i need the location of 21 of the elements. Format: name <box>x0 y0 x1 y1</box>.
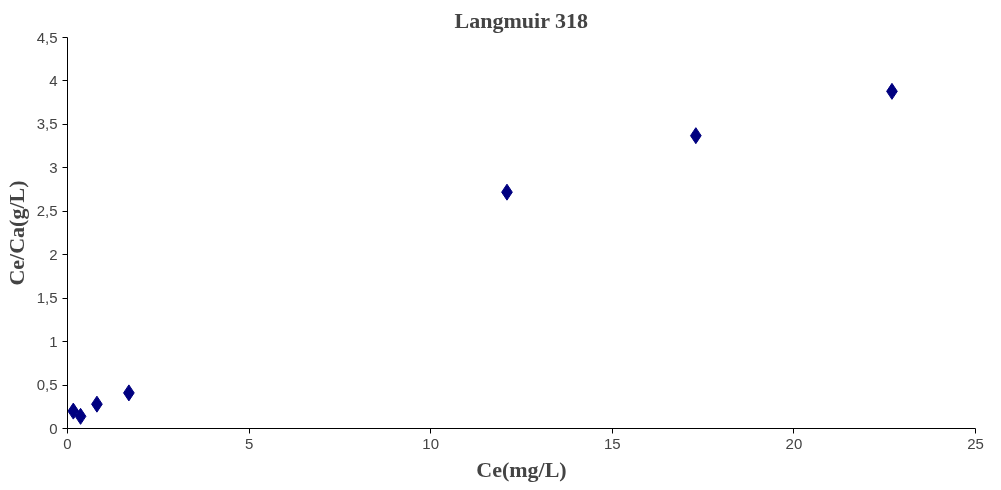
x-tick-label: 10 <box>422 434 440 452</box>
y-tick-label: 3 <box>49 158 58 176</box>
y-tick-label: 0,5 <box>36 376 58 394</box>
y-tick-label: 2 <box>49 245 58 263</box>
chart-title: Langmuir 318 <box>454 7 589 33</box>
y-axis-title: Ce/Ca(g/L) <box>3 180 29 286</box>
point <box>74 407 87 425</box>
y-tick-label: 0 <box>49 419 58 437</box>
x-tick-label: 25 <box>967 434 984 452</box>
y-tick-label: 3,5 <box>36 115 58 133</box>
x-tick-label: 20 <box>785 434 803 452</box>
point <box>67 402 80 420</box>
y-tick-label: 1,5 <box>36 289 58 307</box>
y-tick-label: 2,5 <box>36 202 58 220</box>
x-tick-label: 0 <box>63 434 72 452</box>
y-tick-label: 1 <box>49 332 58 350</box>
y-tick-label: 4 <box>49 71 58 89</box>
x-tick-label: 5 <box>244 434 254 452</box>
y-tick-label: 4,5 <box>36 28 58 46</box>
x-axis-title: Ce(mg/L) <box>476 456 567 482</box>
x-tick-label: 15 <box>603 434 621 452</box>
